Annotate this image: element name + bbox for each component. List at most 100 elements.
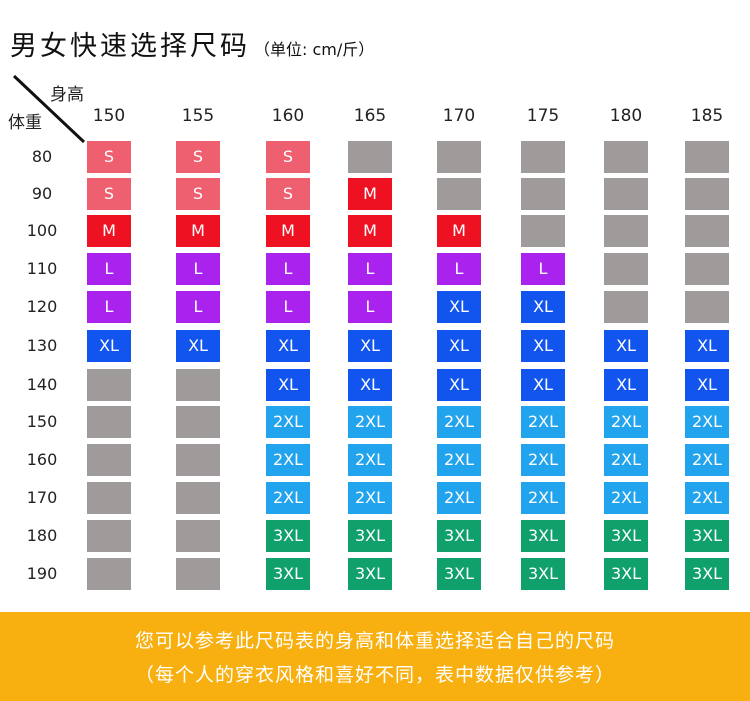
size-cell: 2XL [685, 444, 729, 476]
title-text: 男女快速选择尺码 [10, 31, 250, 62]
size-cell: 2XL [266, 406, 310, 438]
empty-cell [176, 520, 220, 552]
size-cell: 2XL [521, 482, 565, 514]
size-cell: XL [266, 369, 310, 401]
size-cell: M [348, 178, 392, 210]
empty-cell [685, 291, 729, 323]
size-cell: 2XL [348, 482, 392, 514]
size-cell: 2XL [685, 406, 729, 438]
size-cell: 3XL [437, 558, 481, 590]
weight-header-170: 170 [26, 488, 58, 507]
size-cell: 3XL [521, 558, 565, 590]
weight-header-110: 110 [26, 259, 58, 278]
footer-line-1: 您可以参考此尺码表的身高和体重选择适合自己的尺码 [134, 630, 615, 652]
empty-cell [604, 178, 648, 210]
size-cell: S [87, 178, 131, 210]
page-title: 男女快速选择尺码 （单位: cm/斤） [10, 24, 374, 63]
size-cell: L [87, 253, 131, 285]
size-cell: S [87, 141, 131, 173]
empty-cell [521, 215, 565, 247]
size-cell: 3XL [437, 520, 481, 552]
empty-cell [176, 482, 220, 514]
size-cell: 2XL [266, 482, 310, 514]
empty-cell [437, 141, 481, 173]
weight-header-130: 130 [26, 336, 58, 355]
empty-cell [87, 558, 131, 590]
size-cell: L [437, 253, 481, 285]
size-cell: 2XL [348, 444, 392, 476]
size-cell: XL [521, 291, 565, 323]
empty-cell [87, 520, 131, 552]
size-cell: 2XL [348, 406, 392, 438]
empty-cell [521, 141, 565, 173]
empty-cell [176, 444, 220, 476]
empty-cell [87, 369, 131, 401]
unit-note: （单位: cm/斤） [254, 40, 375, 59]
size-cell: 2XL [604, 482, 648, 514]
empty-cell [604, 291, 648, 323]
weight-header-120: 120 [26, 297, 58, 316]
height-header-170: 170 [442, 106, 476, 126]
weight-header-160: 160 [26, 450, 58, 469]
size-cell: XL [437, 291, 481, 323]
size-cell: M [266, 215, 310, 247]
size-cell: XL [604, 369, 648, 401]
weight-axis-label: 体重 [8, 113, 42, 133]
size-cell: 2XL [604, 406, 648, 438]
size-cell: 3XL [521, 520, 565, 552]
size-cell: L [521, 253, 565, 285]
height-header-185: 185 [690, 106, 724, 126]
size-cell: XL [437, 369, 481, 401]
footer-banner: 您可以参考此尺码表的身高和体重选择适合自己的尺码 （每个人的穿衣风格和喜好不同，… [0, 612, 750, 701]
empty-cell [604, 141, 648, 173]
empty-cell [685, 215, 729, 247]
size-cell: 3XL [266, 520, 310, 552]
size-cell: XL [521, 369, 565, 401]
size-cell: 2XL [266, 444, 310, 476]
size-cell: 2XL [437, 444, 481, 476]
size-cell: M [348, 215, 392, 247]
weight-header-190: 190 [26, 564, 58, 583]
weight-header-80: 80 [31, 147, 53, 166]
size-cell: L [87, 291, 131, 323]
size-cell: 2XL [604, 444, 648, 476]
size-cell: 2XL [685, 482, 729, 514]
empty-cell [87, 482, 131, 514]
size-cell: 3XL [266, 558, 310, 590]
weight-header-90: 90 [31, 184, 53, 203]
size-cell: 2XL [521, 406, 565, 438]
height-header-165: 165 [353, 106, 387, 126]
size-cell: XL [521, 330, 565, 362]
size-cell: 3XL [604, 558, 648, 590]
size-cell: 2XL [437, 482, 481, 514]
height-header-180: 180 [609, 106, 643, 126]
size-cell: XL [348, 369, 392, 401]
empty-cell [685, 141, 729, 173]
empty-cell [685, 178, 729, 210]
empty-cell [176, 369, 220, 401]
weight-header-140: 140 [26, 375, 58, 394]
height-header-155: 155 [181, 106, 215, 126]
empty-cell [604, 253, 648, 285]
height-header-150: 150 [92, 106, 126, 126]
empty-cell [437, 178, 481, 210]
empty-cell [87, 444, 131, 476]
size-cell: S [266, 141, 310, 173]
size-cell: XL [604, 330, 648, 362]
size-cell: XL [685, 330, 729, 362]
size-cell: M [176, 215, 220, 247]
size-cell: M [87, 215, 131, 247]
empty-cell [176, 558, 220, 590]
size-cell: 3XL [685, 558, 729, 590]
size-cell: S [266, 178, 310, 210]
empty-cell [176, 406, 220, 438]
size-cell: L [176, 253, 220, 285]
empty-cell [348, 141, 392, 173]
empty-cell [521, 178, 565, 210]
size-cell: S [176, 141, 220, 173]
size-cell: L [348, 291, 392, 323]
footer-line-2: （每个人的穿衣风格和喜好不同，表中数据仅供参考） [134, 664, 615, 686]
size-cell: 2XL [521, 444, 565, 476]
empty-cell [604, 215, 648, 247]
size-cell: XL [437, 330, 481, 362]
